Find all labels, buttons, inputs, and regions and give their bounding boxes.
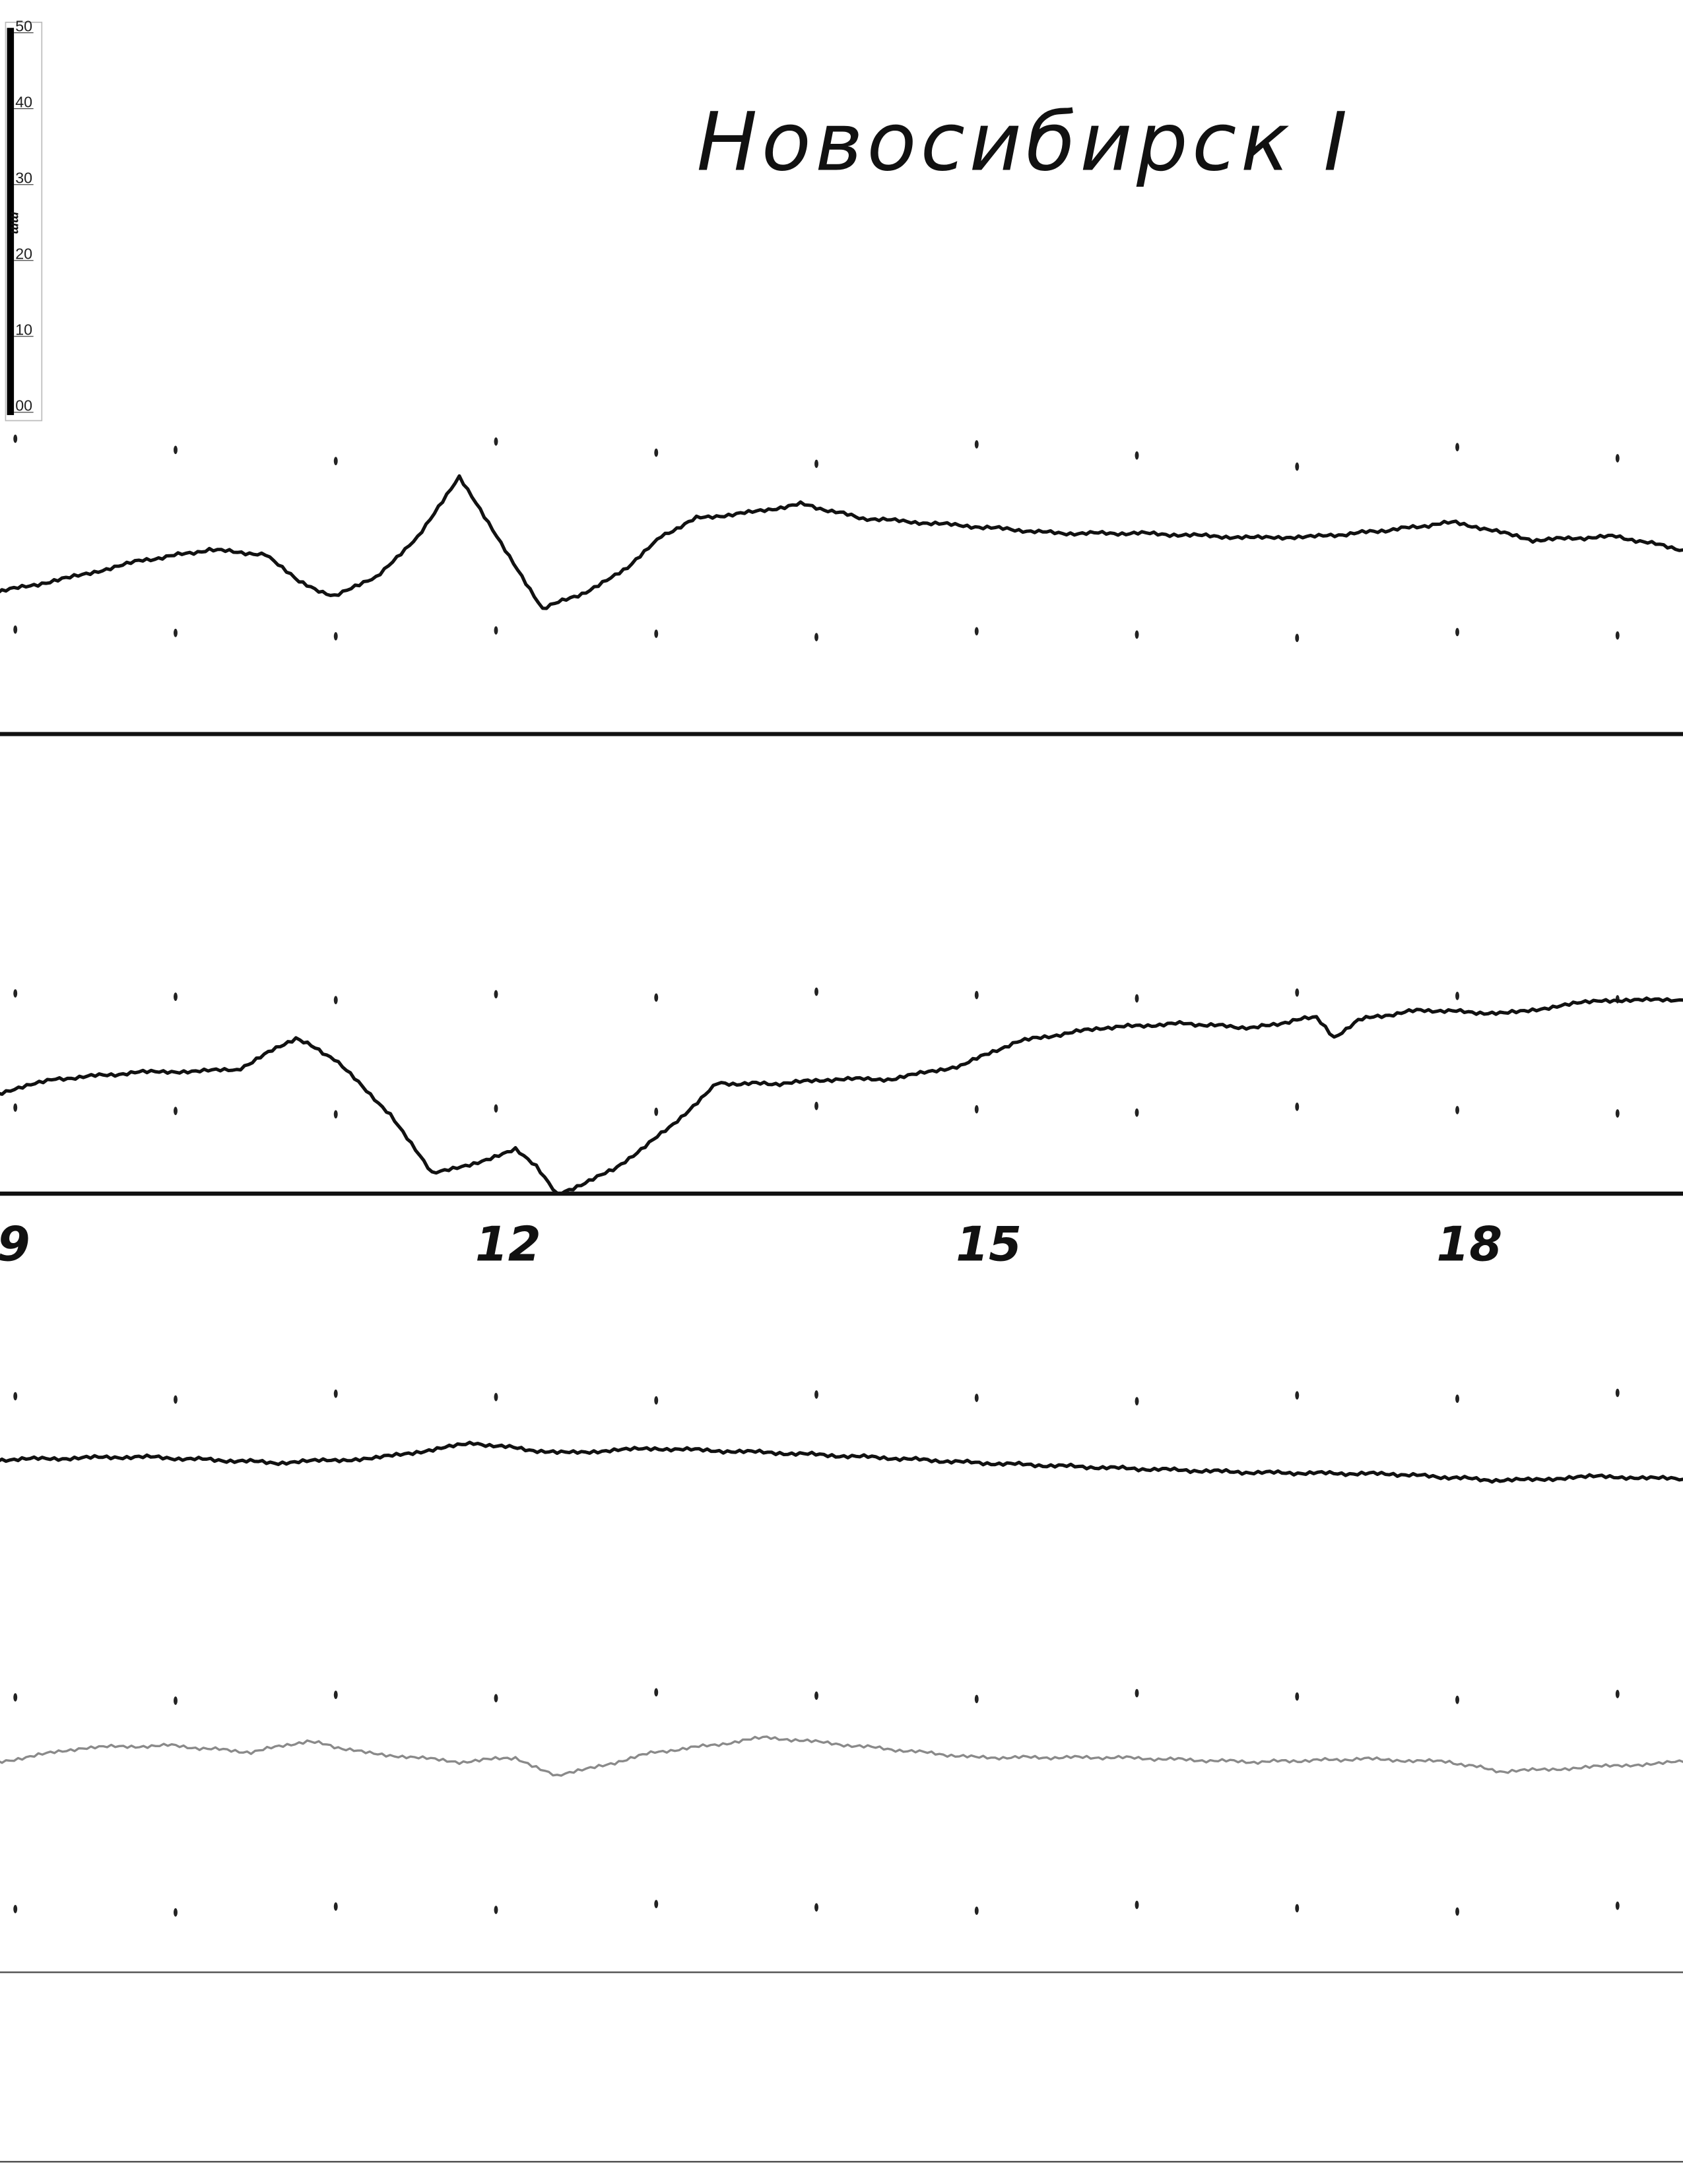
hour-mark [333, 1902, 338, 1911]
hour-label: 9 [0, 1216, 30, 1271]
traces [0, 474, 1683, 1777]
hour-mark [1455, 627, 1459, 637]
hour-mark [333, 457, 338, 466]
hour-mark [814, 1903, 818, 1912]
hour-mark [1615, 1690, 1620, 1698]
hour-mark [1295, 633, 1300, 643]
hour-mark [1135, 1108, 1139, 1117]
hour-mark [174, 628, 178, 637]
hour-mark [974, 627, 979, 636]
hour-label: 18 [1436, 1216, 1502, 1271]
hour-mark [174, 992, 178, 1001]
scale-label: 50 [15, 17, 32, 34]
hour-mark [13, 1693, 18, 1702]
hour-mark [1295, 1692, 1300, 1701]
hour-mark [1295, 1904, 1300, 1913]
hour-mark [814, 1390, 818, 1399]
hour-mark [1295, 1391, 1300, 1400]
hour-mark [1455, 1106, 1459, 1114]
trace-1 [0, 474, 1683, 610]
hour-mark [333, 996, 338, 1005]
hour-mark [654, 993, 659, 1002]
hour-mark [1135, 1900, 1139, 1910]
hour-mark [1615, 1388, 1620, 1397]
hour-mark [1295, 462, 1300, 471]
scale-bar: 00 10 20 30 40 50 mm [5, 17, 43, 422]
hour-mark [494, 626, 498, 635]
scale-unit: mm [8, 212, 22, 234]
hour-mark [13, 1904, 18, 1913]
hour-mark [974, 1694, 979, 1704]
hour-mark [1295, 1103, 1300, 1111]
hour-mark [174, 1908, 178, 1917]
hour-mark [1135, 994, 1139, 1003]
hour-mark [174, 1395, 178, 1404]
hour-mark [654, 1107, 659, 1116]
hour-mark [1615, 1109, 1620, 1118]
hour-mark [494, 1104, 498, 1113]
hour-marks [13, 434, 1620, 1917]
scale-label: 40 [15, 94, 32, 111]
trace-3 [0, 1440, 1683, 1484]
hour-mark [654, 1396, 659, 1405]
hour-label: 15 [956, 1216, 1022, 1271]
trace-4 [0, 1735, 1683, 1777]
hour-mark [974, 990, 979, 1000]
hour-mark [974, 1906, 979, 1915]
hour-mark [174, 1107, 178, 1116]
scale-label: 20 [15, 245, 32, 263]
hour-mark [974, 1105, 979, 1114]
hour-mark [494, 1906, 498, 1914]
hour-mark [1455, 1907, 1459, 1916]
hour-mark [974, 1394, 979, 1402]
hour-mark [13, 434, 18, 443]
hour-mark [333, 1690, 338, 1699]
hour-mark [654, 629, 659, 638]
hour-mark [1615, 454, 1620, 463]
scale-label: 10 [15, 321, 32, 338]
hour-mark [494, 990, 498, 999]
hour-mark [1455, 1394, 1459, 1403]
hour-mark [13, 989, 18, 998]
hour-mark [494, 1694, 498, 1703]
hour-mark [333, 631, 338, 641]
hour-mark [1135, 1688, 1139, 1698]
hour-mark [1615, 1901, 1620, 1910]
hour-mark [1295, 988, 1300, 997]
hour-mark [13, 625, 18, 634]
hour-mark [13, 1392, 18, 1401]
hour-mark [974, 440, 979, 449]
hour-mark [1455, 1695, 1459, 1704]
hour-mark [1135, 630, 1139, 639]
hour-mark [814, 633, 818, 641]
chart-title: Новосибирск I [696, 95, 1351, 189]
hour-mark [654, 1688, 659, 1697]
trace-2 [0, 996, 1683, 1196]
hour-mark [814, 987, 818, 996]
hour-mark [814, 1691, 818, 1700]
hour-label: 12 [475, 1216, 541, 1271]
hour-mark [814, 459, 818, 468]
hour-mark [333, 1110, 338, 1119]
scale-label: 30 [15, 170, 32, 187]
hour-mark [174, 445, 178, 455]
hour-mark [1135, 1397, 1139, 1405]
hour-mark [654, 448, 659, 457]
scale-label: 00 [15, 397, 32, 414]
hour-mark [654, 1900, 659, 1909]
hour-mark [1455, 443, 1459, 451]
hour-mark [1455, 992, 1459, 1000]
hour-mark [494, 437, 498, 446]
hour-mark [174, 1696, 178, 1705]
hour-mark [13, 1103, 18, 1112]
hour-mark [1615, 631, 1620, 640]
hour-mark [1135, 451, 1139, 460]
hour-mark [814, 1101, 818, 1110]
hour-mark [333, 1389, 338, 1398]
hour-mark [494, 1392, 498, 1401]
